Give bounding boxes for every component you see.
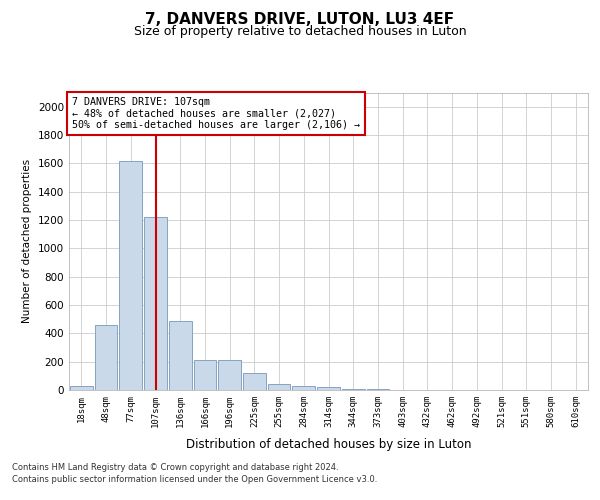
Bar xyxy=(169,320,191,390)
Text: Contains public sector information licensed under the Open Government Licence v3: Contains public sector information licen… xyxy=(12,475,377,484)
Bar xyxy=(194,360,216,390)
Bar xyxy=(119,160,142,390)
Bar xyxy=(95,325,118,390)
Bar xyxy=(268,384,290,390)
Bar xyxy=(292,386,315,390)
Bar xyxy=(144,217,167,390)
Bar xyxy=(218,360,241,390)
Y-axis label: Number of detached properties: Number of detached properties xyxy=(22,159,32,324)
Text: Size of property relative to detached houses in Luton: Size of property relative to detached ho… xyxy=(134,25,466,38)
Text: Contains HM Land Registry data © Crown copyright and database right 2024.: Contains HM Land Registry data © Crown c… xyxy=(12,462,338,471)
Text: 7 DANVERS DRIVE: 107sqm
← 48% of detached houses are smaller (2,027)
50% of semi: 7 DANVERS DRIVE: 107sqm ← 48% of detache… xyxy=(71,97,359,130)
X-axis label: Distribution of detached houses by size in Luton: Distribution of detached houses by size … xyxy=(186,438,471,451)
Text: 7, DANVERS DRIVE, LUTON, LU3 4EF: 7, DANVERS DRIVE, LUTON, LU3 4EF xyxy=(145,12,455,28)
Bar xyxy=(70,386,93,390)
Bar xyxy=(342,388,365,390)
Bar xyxy=(243,373,266,390)
Bar xyxy=(317,387,340,390)
